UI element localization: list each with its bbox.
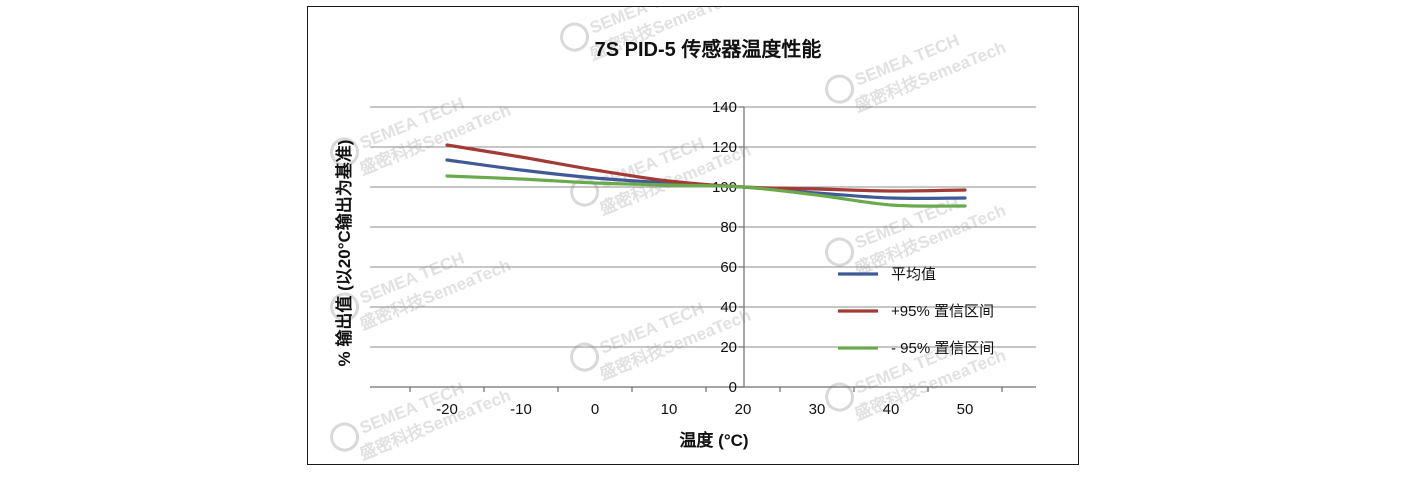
gridlines <box>370 106 1036 348</box>
watermark-logo-icon <box>570 177 600 207</box>
legend-label-0: 平均值 <box>891 266 936 283</box>
watermark-logo-icon <box>330 292 360 322</box>
watermark-logo-icon <box>330 137 360 167</box>
watermark-logo-icon <box>825 382 855 412</box>
x-tick-label-30: 30 <box>809 401 826 418</box>
series-line-2 <box>445 174 967 208</box>
chart-frame: SEMEA TECH 盛密科技SemeaTech SEMEA TECH 盛密科技Sem… <box>307 6 1079 465</box>
x-tick-label--20: -20 <box>436 401 458 418</box>
y-tick-label-20: 20 <box>720 339 737 356</box>
y-tick-label-0: 0 <box>729 379 737 396</box>
y-tick-label-40: 40 <box>720 299 737 316</box>
y-tick-label-140: 140 <box>712 99 737 116</box>
axes <box>370 107 1036 388</box>
x-tick-label-50: 50 <box>957 401 974 418</box>
x-tick-label-20: 20 <box>735 401 752 418</box>
legend-label-1: +95% 置信区间 <box>891 303 994 320</box>
y-tick-label-80: 80 <box>720 219 737 236</box>
chart-title: 7S PID-5 传感器温度性能 <box>595 37 822 61</box>
legend-label-2: - 95% 置信区间 <box>891 340 994 357</box>
legend: 平均值 +95% 置信区间 - 95% 置信区间 <box>838 266 994 357</box>
y-axis-label: % 输出值 (以20°C输出为基准) <box>334 140 354 367</box>
watermark-logo-icon <box>330 422 360 452</box>
watermark-logo-icon <box>570 342 600 372</box>
x-tick-label-10: 10 <box>661 401 678 418</box>
x-tick-label-40: 40 <box>883 401 900 418</box>
x-axis-label: 温度 (°C) <box>679 430 748 450</box>
watermark-logo-icon <box>560 22 590 52</box>
y-tick-label-60: 60 <box>720 259 737 276</box>
x-tick-label-0: 0 <box>591 401 599 418</box>
watermark-logo-icon <box>825 74 855 104</box>
x-tick-label--10: -10 <box>510 401 532 418</box>
watermark-logo-icon <box>825 237 855 267</box>
y-tick-label-120: 120 <box>712 139 737 156</box>
x-tick-labels: -20 -10 0 10 20 30 40 50 <box>409 387 1003 418</box>
series-lines <box>445 143 967 208</box>
